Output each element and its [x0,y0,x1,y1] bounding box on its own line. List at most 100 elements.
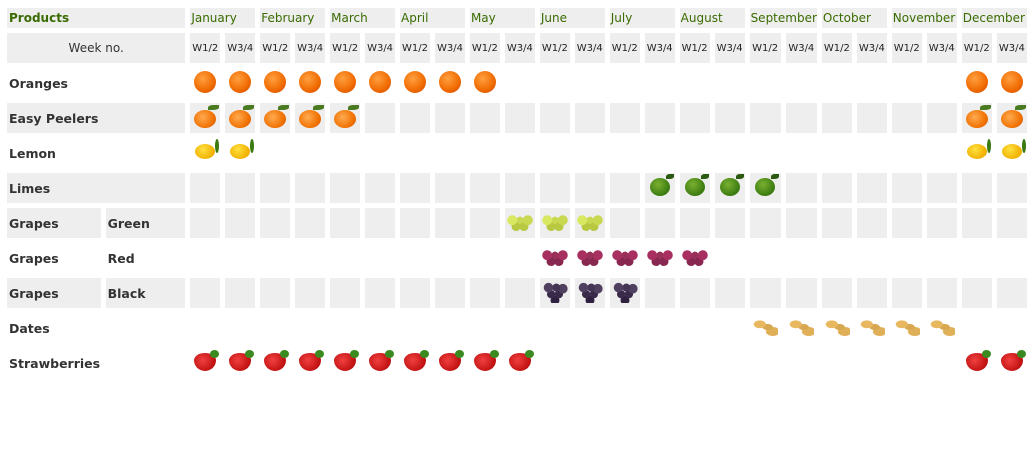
product-row: Grapes Black [7,278,1027,308]
availability-cell [365,243,395,273]
month-september: September [749,8,817,28]
lime-icon [719,173,744,196]
availability-cell [435,243,465,273]
availability-cell [750,313,781,343]
availability-cell [295,103,326,133]
week-label: W1/2 [539,33,570,63]
availability-cell [295,138,325,168]
orange-icon [965,70,988,93]
availability-cell [609,278,640,308]
availability-cell [365,138,395,168]
availability-cell [505,243,535,273]
lemon-icon [195,139,220,159]
availability-cell [961,173,992,203]
availability-cell [540,68,570,98]
week-no-label: Week no. [7,33,186,63]
strawberry-icon [194,349,220,371]
availability-cell [470,348,500,378]
product-name: Grapes [9,250,59,266]
black-grapes-icon [541,280,568,303]
availability-cell [610,138,640,168]
easy-peeler-icon [965,104,991,128]
availability-cell [927,138,957,168]
availability-cell [680,243,710,273]
availability-cell [400,278,430,308]
availability-cell [190,68,220,98]
orange-icon [229,70,252,93]
week-label: W1/2 [821,33,852,63]
availability-cell [505,313,535,343]
availability-cell [470,68,500,98]
availability-cell [330,208,361,238]
availability-cell [714,278,745,308]
availability-cell [574,103,605,133]
availability-cell [504,103,535,133]
availability-cell [365,313,395,343]
availability-cell [926,103,957,133]
availability-cell [857,138,887,168]
availability-cell [469,278,500,308]
availability-cell [856,278,887,308]
availability-cell [961,103,992,133]
availability-cell [260,348,290,378]
availability-cell [609,173,640,203]
week-label: W1/2 [330,33,361,63]
availability-cell [786,138,817,168]
availability-cell [997,68,1027,98]
week-label: W3/4 [785,33,817,63]
availability-cell [750,348,781,378]
availability-cell [539,173,570,203]
product-name: Lemon [9,145,56,161]
availability-cell [996,103,1027,133]
availability-cell [927,243,957,273]
availability-cell [927,313,957,343]
availability-cell [715,348,745,378]
availability-cell [715,68,745,98]
week-label: W3/4 [504,33,535,63]
availability-cell [504,208,535,238]
availability-cell [330,68,360,98]
availability-cell [539,208,570,238]
green-grapes-icon [576,212,603,231]
availability-cell [857,243,887,273]
dates-icon [788,317,815,336]
availability-cell [469,103,500,133]
availability-cell [575,313,605,343]
month-november: November [891,8,957,28]
availability-cell [260,243,290,273]
availability-cell [749,278,781,308]
availability-cell [680,68,710,98]
availability-cell [574,278,605,308]
availability-cell [540,243,570,273]
availability-cell [400,313,430,343]
week-label: W3/4 [365,33,396,63]
month-august: August [679,8,745,28]
availability-cell [540,313,570,343]
availability-cell [997,243,1027,273]
month-january: January [190,8,256,28]
month-december: December [961,8,1027,28]
product-name: Oranges [9,75,68,91]
month-july: July [609,8,675,28]
availability-cell [575,68,605,98]
red-grapes-icon [646,247,673,266]
orange-icon [299,70,322,93]
week-label: W3/4 [225,33,256,63]
availability-cell [190,173,221,203]
availability-cell [962,348,992,378]
availability-cell [961,208,992,238]
orange-icon [473,70,496,93]
availability-cell [330,103,361,133]
availability-cell [225,138,255,168]
availability-cell [365,68,395,98]
week-label: W1/2 [260,33,291,63]
availability-cell [190,138,220,168]
availability-cell [750,243,781,273]
strawberry-icon [1000,349,1026,371]
product-row: Grapes Green [7,208,1027,238]
availability-cell [504,278,535,308]
seasonality-table: Products January February March April May Jun… [2,3,1032,383]
availability-cell [575,138,605,168]
availability-cell [997,313,1027,343]
availability-cell [260,173,291,203]
